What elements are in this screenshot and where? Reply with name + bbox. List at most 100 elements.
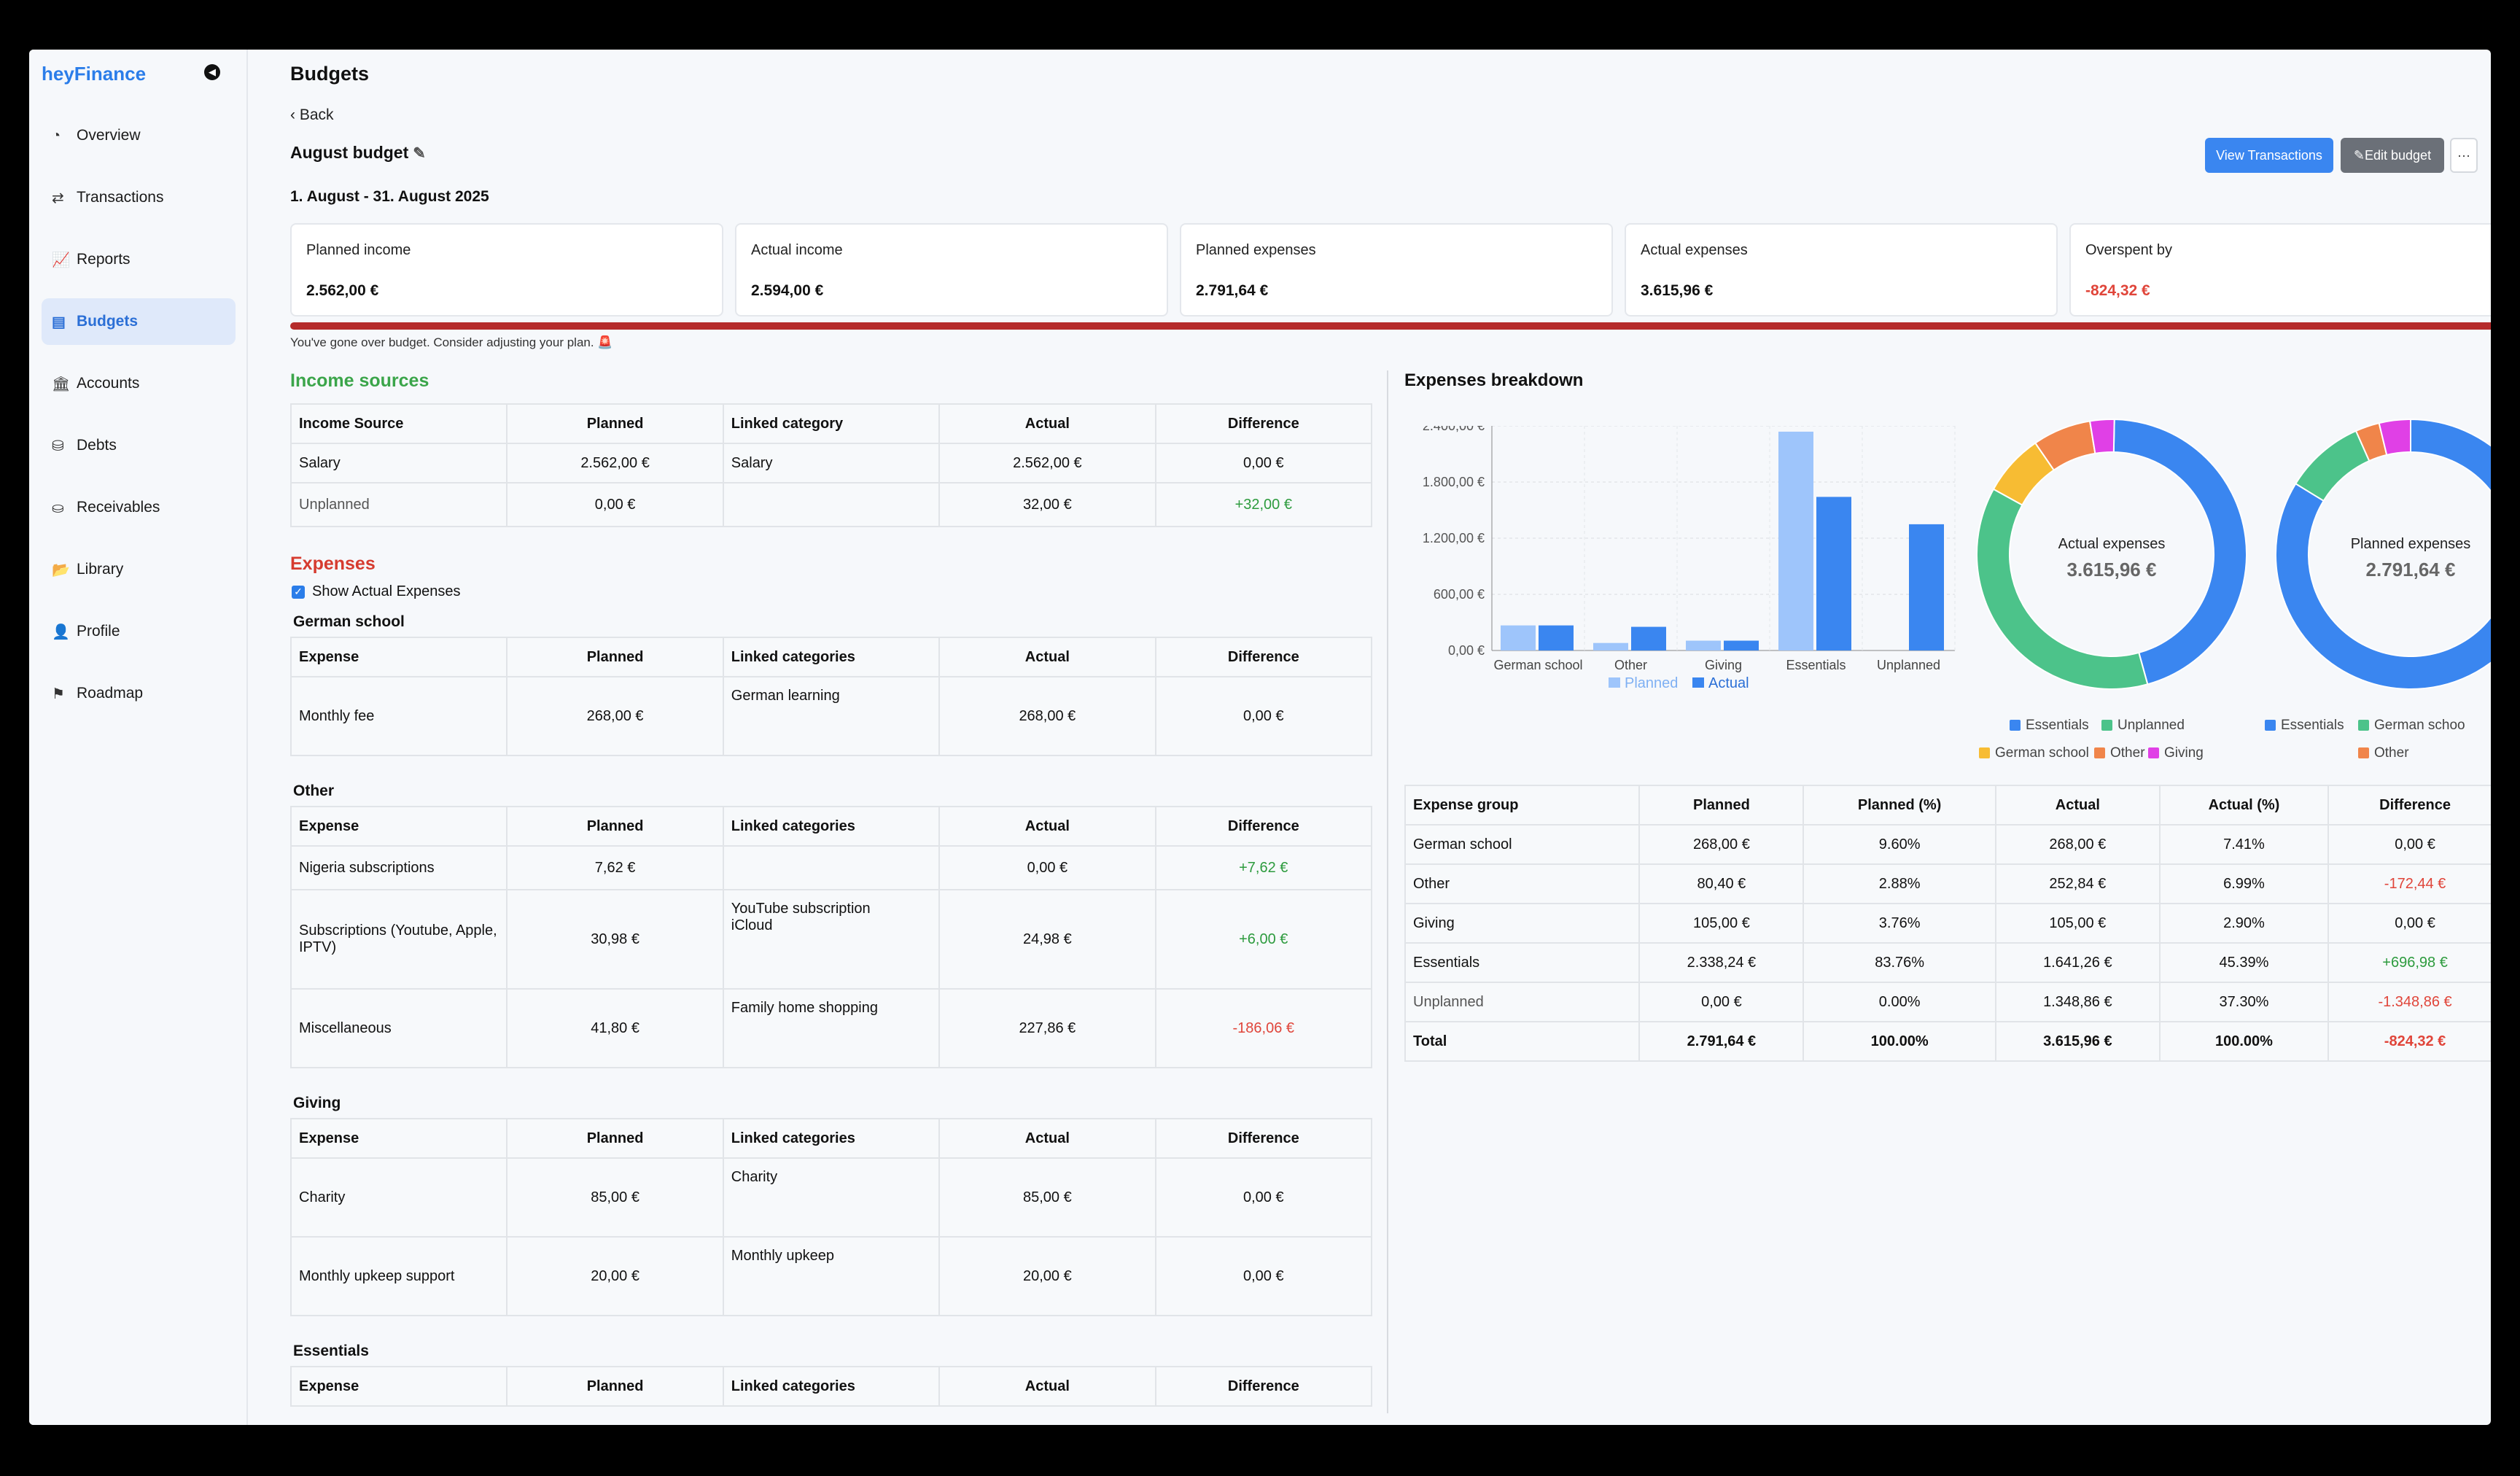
legend-label[interactable]: Essentials xyxy=(2026,718,2089,733)
breakdown-table: Expense group Planned Planned (%) Actual Act… xyxy=(1404,785,2491,1062)
column-header: Expense xyxy=(289,1118,508,1159)
table-row: Total 2.791,64 €100.00% 3.615,96 €100.00% -… xyxy=(1404,1022,2491,1062)
table-cell: Subscriptions (Youtube, Apple, IPTV) xyxy=(289,890,508,990)
slice-german-school[interactable] xyxy=(2294,430,2371,502)
column-header: Difference xyxy=(2328,785,2491,826)
sidebar-item-accounts[interactable]: 🏛 Accounts xyxy=(42,360,236,407)
table-cell: Miscellaneous xyxy=(289,989,508,1068)
table-row: Miscellaneous 41,80 € Family home shopping… xyxy=(289,989,1373,1068)
transactions-icon: ⇄ xyxy=(52,190,64,206)
sidebar-item-profile[interactable]: 👤 Profile xyxy=(42,608,236,655)
table-cell: 83.76% xyxy=(1802,943,1996,983)
table-body: Monthly fee 268,00 € German learning 268,00… xyxy=(289,677,1373,756)
legend-label[interactable]: Actual xyxy=(1708,675,1749,691)
table-cell: 105,00 € xyxy=(1638,904,1805,944)
sidebar-item-library[interactable]: 📂 Library xyxy=(42,546,236,593)
slice-giving[interactable] xyxy=(2378,418,2411,457)
header-row: Expense Planned Linked categories Actual Dif… xyxy=(289,806,1373,847)
table-cell: 1.641,26 € xyxy=(1994,943,2161,983)
brand-logo[interactable]: heyFinance xyxy=(42,63,147,85)
column-header: Linked categories xyxy=(722,1366,941,1407)
sidebar-item-roadmap[interactable]: ⚑ Roadmap xyxy=(42,670,236,717)
table-cell: +696,98 € xyxy=(2328,943,2491,983)
date-range: 1. August - 31. August 2025 xyxy=(290,188,489,205)
column-header: Difference xyxy=(1154,1118,1373,1159)
breakdown-body: German school 268,00 €9.60% 268,00 €7.41% 0… xyxy=(1404,825,2491,1062)
table-cell: +6,00 € xyxy=(1154,890,1373,990)
bar-planned-essentials[interactable] xyxy=(1778,431,1813,650)
slice-giving[interactable] xyxy=(2088,419,2115,454)
sidebar-item-debts[interactable]: ⛁ Debts xyxy=(42,422,236,469)
slice-unplanned[interactable] xyxy=(1976,488,2149,690)
collapse-sidebar-icon[interactable]: ◀ xyxy=(204,64,220,80)
sidebar-item-label: Receivables xyxy=(77,499,160,516)
edit-budget-button[interactable]: ✎ Edit budget xyxy=(2341,138,2444,173)
column-header: Actual xyxy=(1994,785,2161,826)
sidebar-item-overview[interactable]: ◔ Overview xyxy=(42,112,236,159)
y-tick-label: 600,00 € xyxy=(1434,587,1485,602)
bar-actual-other[interactable] xyxy=(1631,626,1666,650)
table-cell: 0,00 € xyxy=(1154,1158,1373,1238)
donut-value: 3.615,96 € xyxy=(2067,559,2157,580)
card-actual-income: Actual income 2.594,00 € xyxy=(735,223,1168,316)
legend-label[interactable]: Unplanned xyxy=(2118,718,2185,733)
table-cell: +7,62 € xyxy=(1154,846,1373,890)
legend-label[interactable]: Other xyxy=(2374,745,2409,761)
sidebar-item-budgets[interactable]: ▤ Budgets xyxy=(42,298,236,345)
charts-area: 0,00 € 600,00 € 1.200,00 € 1.800,00 € 2.400,… xyxy=(1404,391,2491,785)
table-row: German school 268,00 €9.60% 268,00 €7.41% 0… xyxy=(1404,825,2491,865)
x-tick-label: Essentials xyxy=(1786,658,1846,672)
column-header: Actual xyxy=(938,1366,1156,1407)
show-actual-toggle[interactable]: ✓ Show Actual Expenses xyxy=(292,583,1372,600)
profile-icon: 👤 xyxy=(52,624,70,640)
table-head: Expense Planned Linked categories Actual Dif… xyxy=(289,1118,1373,1159)
legend-label[interactable]: German school xyxy=(1995,745,2089,761)
table-cell: 0,00 € xyxy=(506,483,724,527)
slice-essentials[interactable] xyxy=(2112,419,2247,685)
table-cell: 0,00 € xyxy=(1154,443,1373,483)
legend-label[interactable]: Giving xyxy=(2164,745,2204,761)
bar-planned-giving[interactable] xyxy=(1686,640,1721,650)
table-cell: German learning xyxy=(722,677,941,756)
bar-actual-essentials[interactable] xyxy=(1816,497,1851,650)
checkbox-checked-icon[interactable]: ✓ xyxy=(292,585,305,599)
roadmap-icon: ⚑ xyxy=(52,685,65,702)
budget-progress-bar xyxy=(290,322,2491,330)
legend-label[interactable]: Other xyxy=(2110,745,2145,761)
table-cell: 0,00 € xyxy=(1638,982,1805,1022)
legend-label[interactable]: Planned xyxy=(1625,675,1678,691)
table-cell: 227,86 € xyxy=(938,989,1156,1068)
table-cell: Total xyxy=(1404,1022,1641,1062)
slice-essentials[interactable] xyxy=(2275,418,2491,690)
sidebar-item-reports[interactable]: 📈 Reports xyxy=(42,236,236,283)
edit-budget-label: Edit budget xyxy=(2365,147,2432,163)
bar-planned-german-school[interactable] xyxy=(1501,625,1536,650)
view-transactions-button[interactable]: View Transactions xyxy=(2205,138,2333,173)
column-header: Linked categories xyxy=(722,1118,941,1159)
bar-actual-giving[interactable] xyxy=(1724,640,1759,650)
sidebar-item-transactions[interactable]: ⇄ Transactions xyxy=(42,174,236,221)
bar-planned-other[interactable] xyxy=(1593,642,1628,650)
card-label: Planned income xyxy=(306,242,411,258)
accounts-icon: 🏛 xyxy=(52,376,71,392)
header-row: Expense Planned Linked categories Actual Dif… xyxy=(289,637,1373,677)
edit-pencil-icon[interactable]: ✎ xyxy=(413,145,426,162)
legend-label[interactable]: German schoo xyxy=(2374,718,2465,733)
expense-groups: German school Expense Planned Linked catego… xyxy=(289,613,1373,1407)
bar-actual-german-school[interactable] xyxy=(1539,625,1574,650)
back-link[interactable]: ‹ Back xyxy=(290,106,334,123)
table-cell: 80,40 € xyxy=(1638,864,1805,904)
table-cell: 2.88% xyxy=(1802,864,1996,904)
column-header: Planned xyxy=(506,1366,724,1407)
legend-label[interactable]: Essentials xyxy=(2281,718,2344,733)
y-tick-label: 2.400,00 € xyxy=(1423,426,1485,433)
column-header: Linked category xyxy=(722,403,941,444)
more-options-button[interactable]: ··· xyxy=(2450,138,2478,173)
bar-actual-unplanned[interactable] xyxy=(1909,524,1944,650)
column-header: Actual xyxy=(938,403,1156,444)
back-label: Back xyxy=(299,106,334,123)
sidebar-item-label: Roadmap xyxy=(77,685,144,702)
table-cell: Nigeria subscriptions xyxy=(289,846,508,890)
sidebar-item-receivables[interactable]: ⛀ Receivables xyxy=(42,484,236,531)
table-cell: 100.00% xyxy=(2158,1022,2330,1062)
